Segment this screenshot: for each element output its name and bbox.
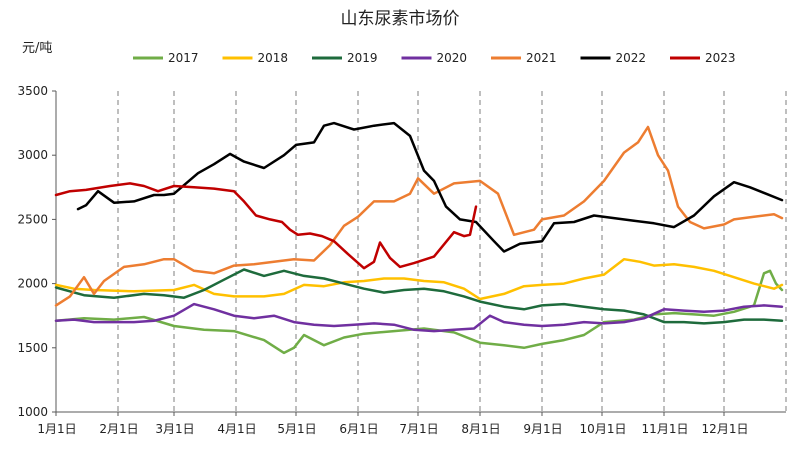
legend-label-2023: 2023 (705, 51, 736, 65)
legend-label-2022: 2022 (616, 51, 647, 65)
legend: 2017 2018 2019 2020 2021 2022 2023 (133, 51, 736, 65)
series-line-2021 (54, 125, 784, 307)
x-tick-label: 3月1日 (155, 422, 194, 436)
legend-label-2018: 2018 (258, 51, 289, 65)
series-line-2017 (54, 269, 784, 355)
x-tick-label: 8月1日 (461, 422, 500, 436)
x-tick-label: 6月1日 (339, 422, 378, 436)
chart-title: 山东尿素市场价 (341, 9, 460, 29)
legend-label-2017: 2017 (168, 51, 199, 65)
x-tick-label: 5月1日 (277, 422, 316, 436)
x-tick-label: 11月1日 (642, 422, 689, 436)
axes (52, 90, 786, 416)
y-tick-label: 1000 (17, 405, 48, 419)
series-line-2020 (54, 302, 784, 333)
legend-label-2020: 2020 (437, 51, 468, 65)
x-tick-label: 9月1日 (523, 422, 562, 436)
y-tick-label: 1500 (17, 341, 48, 355)
x-tick-label: 12月1日 (702, 422, 749, 436)
y-tick-label: 3000 (17, 148, 48, 162)
y-tick-label: 2000 (17, 277, 48, 291)
series-line-2019 (54, 268, 784, 325)
y-axis-unit-label: 元/吨 (22, 41, 52, 56)
series-line-2023 (54, 182, 478, 270)
series-line-2018 (54, 257, 784, 301)
legend-label-2021: 2021 (526, 51, 557, 65)
x-tick-labels: 1月1日 2月1日 3月1日 4月1日 5月1日 6月1日 7月1日 8月1日 9月1日 10月1… (37, 422, 748, 436)
series-lines (54, 121, 784, 355)
legend-label-2019: 2019 (347, 51, 378, 65)
x-tick-label: 1月1日 (37, 422, 76, 436)
x-tick-label: 2月1日 (99, 422, 138, 436)
series-line-2022 (76, 121, 784, 253)
x-tick-label: 7月1日 (399, 422, 438, 436)
y-tick-label: 3500 (17, 84, 48, 98)
x-tick-label: 10月1日 (580, 422, 627, 436)
y-tick-label: 2500 (17, 212, 48, 226)
x-tick-label: 4月1日 (217, 422, 256, 436)
y-tick-labels: 1000 1500 2000 2500 3000 3500 (17, 84, 48, 419)
grid-lines (117, 91, 787, 412)
